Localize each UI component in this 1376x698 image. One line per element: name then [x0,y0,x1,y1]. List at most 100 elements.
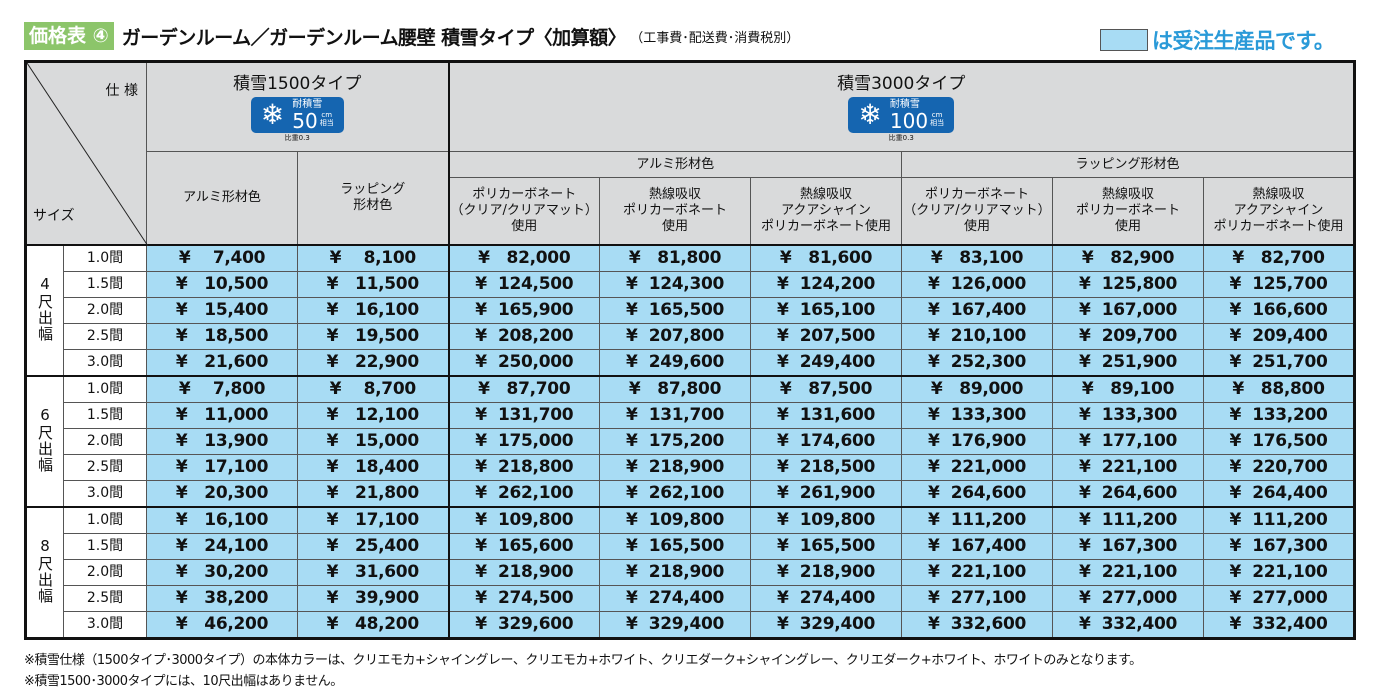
price-table: 仕 様 サイズ 積雪1500タイプ ❄ 耐積雪 50 cm 相当 比重0.3 積雪300… [24,60,1356,640]
page-title: 価格表 ④ ガーデンルーム／ガーデンルーム腰壁 積雪タイプ〈加算額〉 （工事費･… [24,22,799,50]
price-cell: ¥ 251,900 [1052,348,1204,376]
price-cell: ¥ 109,800 [750,505,902,534]
price-cell: ¥ 124,500 [447,270,600,298]
price-cell: ¥ 25,400 [297,532,449,560]
snowflake-icon: ❄ [858,98,882,131]
depth-group-cell: 6尺出幅 [25,374,64,507]
size-cell: 1.0間 [63,374,147,403]
size-label: サイズ [33,208,75,224]
price-cell: ¥ 131,600 [750,401,902,429]
price-cell: ¥ 83,100 [901,243,1053,272]
type-header-1500: 積雪1500タイプ ❄ 耐積雪 50 cm 相当 比重0.3 [146,61,449,152]
price-cell: ¥ 81,600 [750,243,902,272]
size-cell: 1.0間 [63,505,147,534]
price-cell: ¥ 167,300 [1052,532,1204,560]
price-cell: ¥ 131,700 [599,401,751,429]
price-cell: ¥ 125,800 [1052,270,1204,298]
footnote: ※積雪1500･3000タイプには、10尺出幅はありません。 [24,674,343,689]
badge-value: 100 [889,109,929,133]
price-cell: ¥ 89,100 [1052,374,1204,403]
price-cell: ¥ 262,100 [599,479,751,507]
price-cell: ¥ 207,800 [599,322,751,350]
size-cell: 3.0間 [63,479,147,507]
price-cell: ¥ 7,800 [146,374,298,403]
price-cell: ¥ 12,100 [297,401,449,429]
table-row: 1.5間 ¥ 10,500 ¥ 11,500 ¥ 124,500 ¥ 124,300 ¥ … [26,270,1355,298]
price-cell: ¥ 264,600 [1052,479,1204,507]
price-cell: ¥ 111,200 [1203,505,1355,534]
subgroup-header: アルミ形材色 [447,151,902,178]
size-cell: 1.5間 [63,401,147,429]
size-cell: 2.5間 [63,584,147,612]
price-cell: ¥ 46,200 [146,610,298,639]
price-cell: ¥ 207,500 [750,322,902,350]
price-cell: ¥ 20,300 [146,479,298,507]
badge-value: 50 [292,109,318,133]
column-header: ポリカーボネート （クリア/クリアマット） 使用 [901,177,1053,245]
spec-label: 仕 様 [105,83,138,99]
size-cell: 2.0間 [63,427,147,455]
price-cell: ¥ 8,100 [297,243,449,272]
price-cell: ¥ 177,100 [1052,427,1204,455]
price-cell: ¥ 16,100 [297,296,449,324]
price-cell: ¥ 82,000 [447,243,600,272]
depth-group-label: 6尺出幅 [36,405,54,473]
price-cell: ¥ 18,500 [146,322,298,350]
price-cell: ¥ 109,800 [447,505,600,534]
size-cell: 1.0間 [63,243,147,272]
price-cell: ¥ 329,400 [599,610,751,639]
table-row: 3.0間 ¥ 20,300 ¥ 21,800 ¥ 262,100 ¥ 262,100 ¥ … [26,479,1355,507]
table-row: 8尺出幅 1.0間 ¥ 16,100 ¥ 17,100 ¥ 109,800 ¥ 109,8… [25,505,1355,639]
size-cell: 2.5間 [63,453,147,481]
price-cell: ¥ 165,100 [750,296,902,324]
snow-load-badge: ❄ 耐積雪 50 cm 相当 [250,97,344,133]
price-cell: ¥ 89,000 [901,374,1053,403]
price-cell: ¥ 24,100 [146,532,298,560]
price-cell: ¥ 31,600 [297,558,449,586]
footnote: ※積雪仕様（1500タイプ･3000タイプ）の本体カラーは、クリエモカ+シャイン… [24,653,1142,668]
table-row: 1.5間 ¥ 11,000 ¥ 12,100 ¥ 131,700 ¥ 131,700 ¥ … [26,401,1355,429]
price-cell: ¥ 264,600 [901,479,1053,507]
price-cell: ¥ 87,800 [599,374,751,403]
subtitle-text: （工事費･配送費･消費税別） [630,30,800,46]
price-cell: ¥ 251,700 [1203,348,1355,376]
table-row: 2.5間 ¥ 38,200 ¥ 39,900 ¥ 274,500 ¥ 274,400 ¥ … [26,584,1355,612]
badge-label: 耐積雪 [292,99,323,110]
table-row: 3.0間 ¥ 21,600 ¥ 22,900 ¥ 250,000 ¥ 249,600 ¥ … [26,348,1355,376]
corner-cell: 仕 様 サイズ [25,61,148,246]
price-cell: ¥ 8,700 [297,374,449,403]
title-text: ガーデンルーム／ガーデンルーム腰壁 積雪タイプ〈加算額〉 [121,26,627,49]
price-cell: ¥ 274,500 [447,584,600,612]
column-header: 熱線吸収 ポリカーボネート 使用 [599,177,751,245]
price-cell: ¥ 22,900 [297,348,449,376]
size-cell: 2.0間 [63,558,147,586]
price-cell: ¥ 87,500 [750,374,902,403]
legend-text: は受注生産品です。 [1152,29,1335,53]
table-row: 2.0間 ¥ 30,200 ¥ 31,600 ¥ 218,900 ¥ 218,900 ¥ … [26,558,1355,586]
footnotes: ※積雪仕様（1500タイプ･3000タイプ）の本体カラーは、クリエモカ+シャイン… [24,650,1142,692]
table-row: 2.0間 ¥ 15,400 ¥ 16,100 ¥ 165,900 ¥ 165,500 ¥ … [26,296,1355,324]
price-cell: ¥ 166,600 [1203,296,1355,324]
column-header: ラッピング 形材色 [297,151,449,245]
price-cell: ¥ 165,900 [447,296,600,324]
price-cell: ¥ 221,100 [1052,453,1204,481]
depth-group-cell: 8尺出幅 [25,505,64,639]
snowflake-icon: ❄ [260,98,285,131]
price-cell: ¥ 165,600 [447,532,600,560]
price-cell: ¥ 133,300 [1052,401,1204,429]
table-row: 2.0間 ¥ 13,900 ¥ 15,000 ¥ 175,000 ¥ 175,200 ¥ … [26,427,1355,455]
snow-load-badge: ❄ 耐積雪 100 cm 相当 [848,97,955,133]
price-cell: ¥ 209,700 [1052,322,1204,350]
price-cell: ¥ 87,700 [447,374,600,403]
made-to-order-legend: は受注生産品です。 [1100,25,1335,55]
price-cell: ¥ 167,400 [901,296,1053,324]
price-cell: ¥ 176,900 [901,427,1053,455]
price-cell: ¥ 208,200 [447,322,600,350]
price-cell: ¥ 277,000 [1052,584,1204,612]
size-cell: 2.5間 [63,322,147,350]
price-cell: ¥ 218,800 [447,453,600,481]
price-cell: ¥ 133,300 [901,401,1053,429]
price-cell: ¥ 218,900 [447,558,600,586]
size-cell: 3.0間 [63,610,147,639]
table-row: 2.5間 ¥ 17,100 ¥ 18,400 ¥ 218,800 ¥ 218,900 ¥ … [26,453,1355,481]
